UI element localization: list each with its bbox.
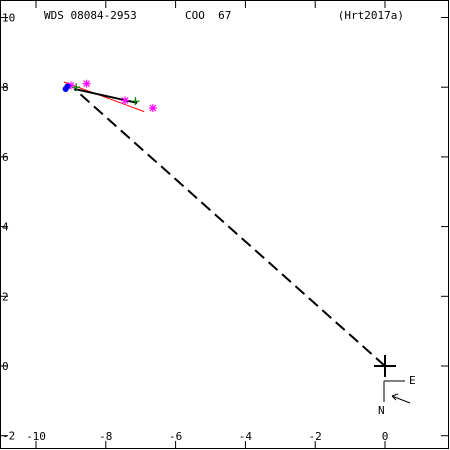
x-tick-label: -6 [169, 430, 182, 443]
y-tick-label: 8 [2, 81, 9, 94]
motion-arrow-head [391, 395, 397, 401]
plus-marker [72, 83, 81, 92]
y-tick-label: 6 [2, 151, 9, 164]
motion-arrow-head [391, 393, 399, 397]
x-tick-label: -10 [26, 430, 46, 443]
y-tick-labels: -2 0 2 4 6 8 10 [2, 12, 15, 443]
observation-markers [62, 79, 157, 113]
asterisk-stroke [149, 104, 157, 112]
asterisk-marker [148, 104, 157, 113]
asterisk-marker [82, 79, 91, 88]
asterisk-stroke [121, 97, 129, 104]
dot-marker [64, 83, 71, 90]
discoverer-code: COO 67 [185, 9, 232, 22]
asterisk-stroke [83, 80, 91, 88]
y-tick-label: 4 [2, 221, 9, 234]
asterisk-marker [120, 96, 129, 105]
separation-dashed-line [73, 88, 386, 367]
motion-arrow-shaft [391, 395, 411, 404]
x-tick-label: 0 [382, 430, 389, 443]
x-tick-labels: -10 -8 -6 -4 -2 0 [26, 430, 388, 443]
y-tick-label: -2 [2, 430, 15, 443]
compass-indicator: EN [378, 374, 416, 417]
x-tick-label: -4 [239, 430, 253, 443]
plus-marker [131, 97, 140, 106]
north-label: N [378, 404, 385, 417]
primary-star-marker [374, 355, 396, 377]
y-tick-label: 0 [2, 360, 9, 373]
y-tick-label: 10 [2, 12, 15, 25]
x-tick-label: -2 [309, 430, 322, 443]
y-tick-label: 2 [2, 290, 9, 303]
star-designation: WDS 08084-2953 [44, 9, 137, 22]
reference-code: (Hrt2017a) [337, 9, 404, 22]
x-tick-label: -8 [99, 430, 112, 443]
east-label: E [409, 374, 416, 387]
